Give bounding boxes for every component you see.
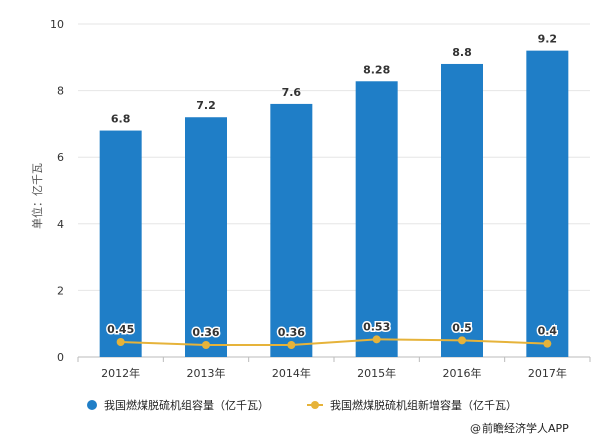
y-axis-label: 单位：亿千瓦 (30, 163, 44, 229)
grid-layer (78, 23, 590, 358)
bar (99, 130, 142, 357)
bar-data-label: 9.2 (538, 33, 558, 46)
x-tick-labels: 2012年 2013年 2014年 2015年 2016年 2017年 (77, 357, 591, 380)
bar-data-label: 7.6 (282, 86, 302, 99)
bar-series (99, 50, 569, 358)
bar (270, 103, 313, 357)
x-tick-label: 2015年 (357, 366, 396, 380)
legend-bar-label: 我国燃煤脱硫机组容量（亿千瓦） (104, 398, 269, 412)
bar (441, 63, 483, 358)
legend-line-label: 我国燃煤脱硫机组新增容量（亿千瓦） (330, 398, 517, 412)
line-data-label: 0.4 (538, 325, 558, 338)
legend-line-swatch-dot (311, 401, 319, 409)
bar (355, 81, 398, 357)
legend: 我国燃煤脱硫机组容量（亿千瓦） 我国燃煤脱硫机组新增容量（亿千瓦） (87, 398, 517, 412)
bar-data-label: 7.2 (196, 99, 216, 112)
y-tick-label: 8 (57, 85, 64, 98)
line-data-label: 0.53 (363, 320, 390, 333)
x-tick-label: 2017年 (528, 366, 567, 380)
credit-prefix: @ (470, 422, 481, 435)
line-point (543, 339, 552, 348)
line-point (287, 341, 296, 350)
line-point (458, 336, 466, 345)
line-series (116, 335, 552, 350)
line-data-label: 0.36 (278, 326, 305, 339)
y-tick-label: 10 (50, 18, 64, 31)
line-data-label: 0.5 (452, 321, 472, 334)
line-point (116, 338, 125, 347)
bar-data-labels: 6.8 7.2 7.6 8.28 8.8 9.2 (111, 33, 557, 126)
line-path (120, 338, 548, 347)
credit-text: 前瞻经济学人APP (482, 421, 569, 435)
y-tick-label: 4 (57, 218, 64, 231)
line-point (202, 341, 210, 350)
line-data-label: 0.45 (107, 323, 134, 336)
bar-data-label: 6.8 (111, 113, 131, 126)
bar-data-label: 8.28 (363, 63, 390, 76)
legend-bar-swatch (87, 400, 97, 410)
line-point (372, 335, 381, 344)
y-tick-label: 2 (57, 284, 64, 297)
line-data-label: 0.36 (192, 326, 219, 339)
x-tick-label: 2016年 (443, 366, 482, 380)
y-tick-label: 0 (57, 351, 64, 364)
bar-data-label: 8.8 (452, 46, 472, 59)
x-tick-label: 2014年 (272, 366, 311, 380)
x-tick-label: 2013年 (187, 366, 226, 380)
credit: @ 前瞻经济学人APP (470, 421, 569, 435)
line-data-labels: 0.45 0.36 0.36 0.53 0.5 0.4 (106, 319, 559, 341)
y-tick-labels: 0 2 4 6 8 10 (50, 18, 64, 364)
bar (185, 117, 227, 358)
y-tick-label: 6 (57, 151, 64, 164)
x-tick-label: 2012年 (101, 366, 140, 380)
bar (526, 50, 569, 357)
